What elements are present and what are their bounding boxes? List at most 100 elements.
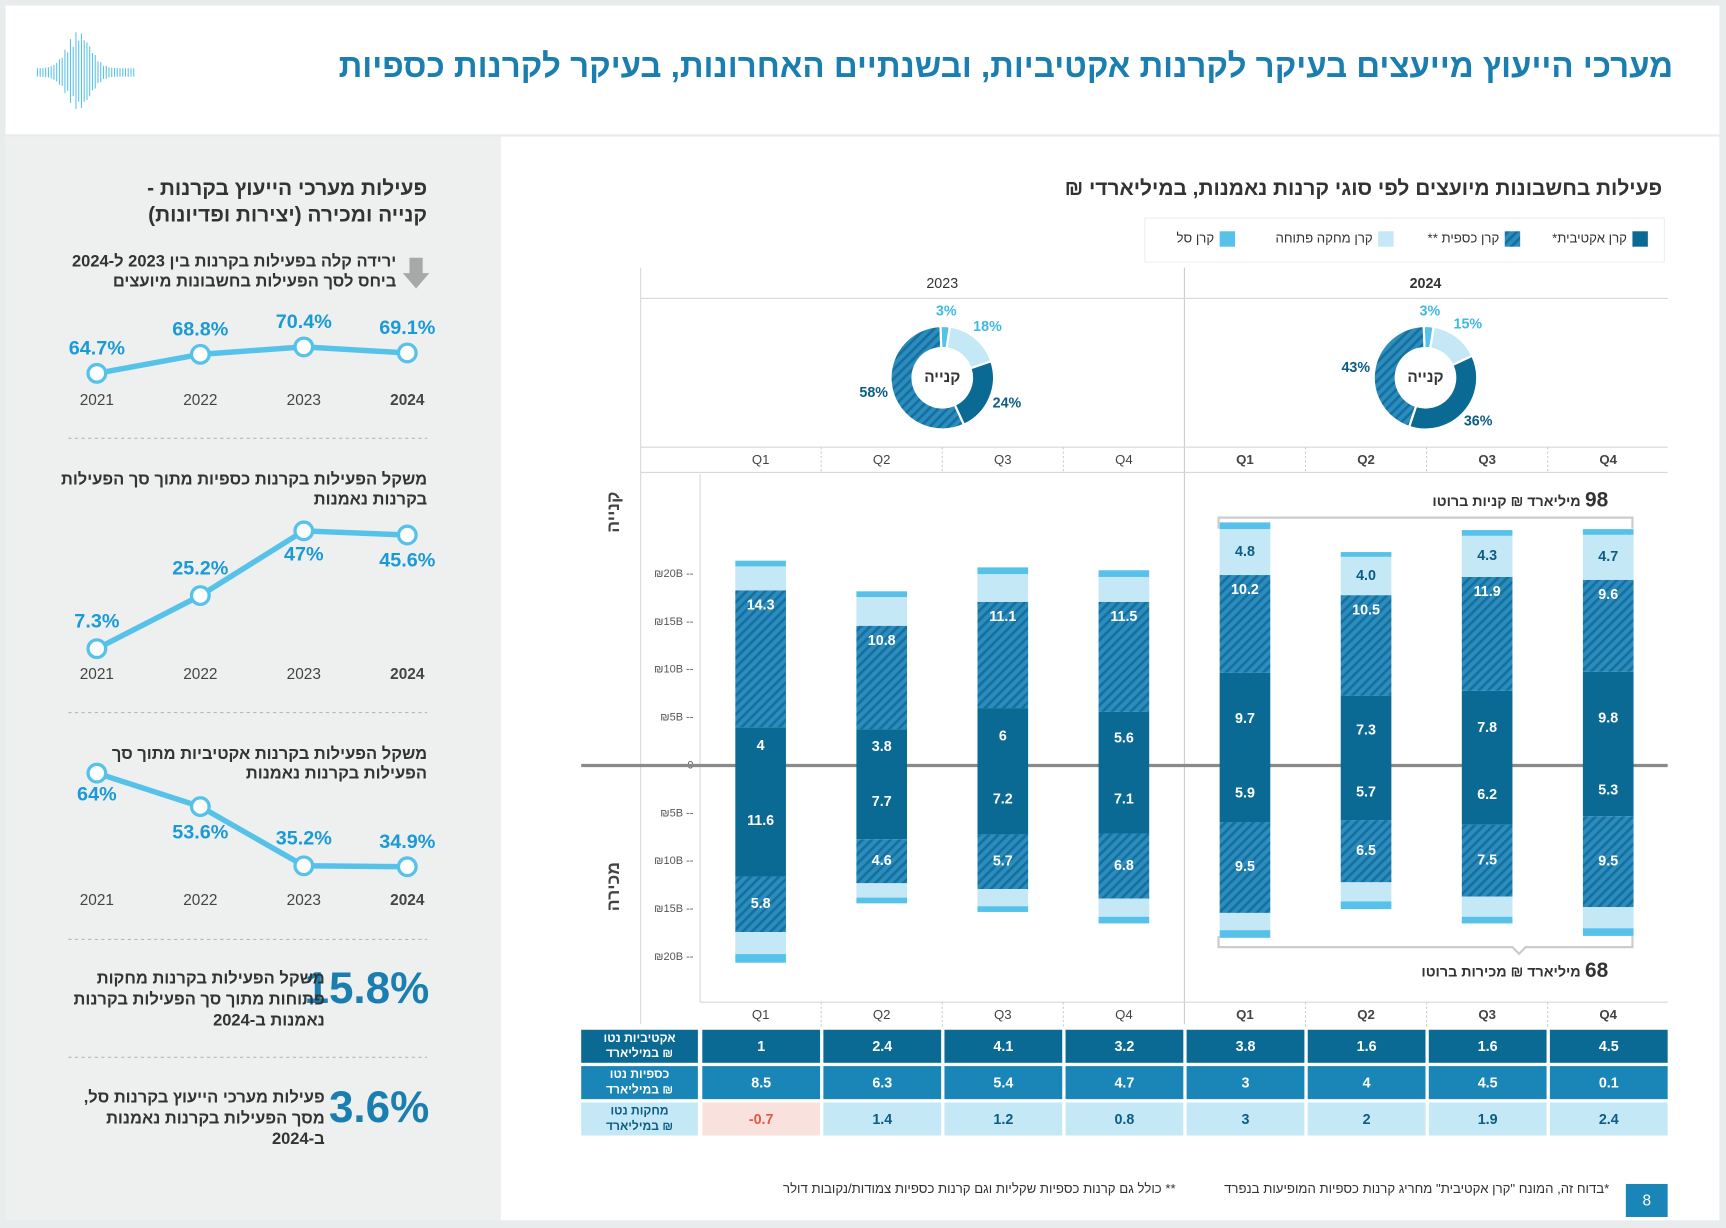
point-label: 69.1% [379,317,436,339]
table-cell [1307,1066,1426,1100]
bar-label: 9.7 [1235,711,1255,727]
bar-label: 9.6 [1598,587,1618,603]
bar-label: 9.5 [1235,859,1255,875]
bar-segment [1098,601,1150,712]
x-tick-label: 2022 [183,892,217,909]
bar-segment [1340,552,1392,557]
point [189,585,211,607]
x-tick-label: Q1 [752,1007,770,1022]
bar-segment [1098,765,1150,834]
chart-title: פעילות בחשבונות מיועצים לפי סוגי קרנות נ… [1065,177,1662,200]
bar-label: 5.3 [1598,783,1618,799]
x-tick-label: 2024 [390,666,425,683]
bar-segment [1340,556,1392,596]
table-cell [1307,1102,1426,1136]
bar-label: 5.8 [751,896,771,912]
table-cell-value: 4 [1363,1076,1371,1092]
bar-label: 5.7 [1356,785,1376,801]
logo [36,32,135,110]
table-cell-value: 3 [1242,1076,1250,1092]
bar-segment [1340,595,1392,696]
table-cell-value: 4.5 [1599,1039,1619,1055]
year-label: 2024 [1410,276,1442,292]
table-cell [1065,1066,1184,1100]
table-cell [1186,1102,1305,1136]
point [293,520,315,542]
line-chart-title: ביחס לסך הפעילות בחשבונות מיועצים [113,272,396,290]
point [396,856,418,878]
slice-label: 24% [993,396,1022,412]
x-tick-label: Q3 [1478,452,1496,467]
point [293,855,315,877]
bar-segment [856,729,908,766]
stat-text: נאמנות ב-2024 [213,1011,325,1029]
table-cell [944,1029,1063,1063]
bar-segment [1219,912,1271,931]
slice-label: 18% [973,319,1002,335]
x-tick-label: 2021 [80,392,114,409]
table-cell [944,1102,1063,1136]
line [96,344,408,377]
side-label: מכירה [603,862,623,911]
table-cell-value: 2 [1363,1112,1371,1128]
x-tick-label: Q3 [994,452,1012,467]
table-cell [702,1066,821,1100]
line-chart-title: משקל הפעילות בקרנות כספיות מתוך סך הפעיל… [61,471,427,489]
point-label: 68.8% [172,318,229,340]
table-cell [823,1102,942,1136]
bar-segment [977,765,1029,835]
bar-label: 9.8 [1598,710,1618,726]
bar-label: 4.7 [1598,549,1618,565]
bar-segment [1461,916,1513,924]
donut-slice [1372,324,1426,429]
point-label: 34.9% [379,831,436,853]
table-cell-value: 4.1 [993,1039,1013,1055]
point-label: 47% [284,543,324,565]
stat-text: פעילות מערכי הייעוץ בקרנות סל, [84,1088,325,1106]
bar-label: 4.6 [872,853,892,869]
point [189,343,211,365]
table-row-label: במיליארד ₪ [606,1046,673,1060]
point [86,638,108,660]
table-cell [1428,1029,1547,1063]
point-label: 45.6% [379,550,436,572]
legend-swatch [1504,231,1521,247]
point-label: 70.4% [276,311,333,333]
y-tick-label: ₪20B -- [654,568,694,580]
point [189,796,211,818]
line-chart-title: הפעילות בקרנות נאמנות [246,765,427,783]
table-cell-value: 6.3 [872,1076,892,1092]
legend-label: קרן אקטיבית* [1552,230,1627,245]
page-title: מערכי הייעוץ מייעצים בעיקר לקרנות אקטיבי… [339,47,1674,84]
stat-text: מסך הפעילות בקרנות נאמנות [106,1109,325,1127]
x-tick-label: 2023 [287,892,321,909]
bar-segment [1098,916,1150,924]
table-cell-value: 1.9 [1478,1112,1498,1128]
bar-label: 7.5 [1477,853,1497,869]
bar-segment [1219,522,1271,530]
donut-slice [889,324,966,431]
bar-segment [1340,820,1392,883]
bar-segment [1582,928,1634,936]
legend-label: קרן כספית ** [1428,230,1500,245]
y-tick-label: ₪10B -- [654,664,694,676]
bar-label: 7.8 [1477,720,1497,736]
bar-segment [1098,898,1150,917]
table-cell-value: 1.6 [1357,1039,1377,1055]
table-cell-value: 3.8 [1236,1039,1256,1055]
bar-segment [735,765,786,877]
bar-segment [1582,671,1634,766]
x-tick-label: 2024 [390,892,425,909]
bar-segment [1582,907,1634,929]
footnote: *בדוח זה, המונח "קרן אקטיבית" מחריג קרנו… [1224,1181,1609,1196]
bar-segment [1461,824,1513,897]
x-tick-label: 2022 [183,666,217,683]
bar-segment [735,876,786,933]
bar-segment [1219,575,1271,673]
bar-label: 11.1 [989,609,1016,625]
legend-swatch [1219,231,1236,247]
slice-label: 43% [1341,360,1370,376]
table-cell [1307,1029,1426,1063]
header-bar [5,5,1720,135]
